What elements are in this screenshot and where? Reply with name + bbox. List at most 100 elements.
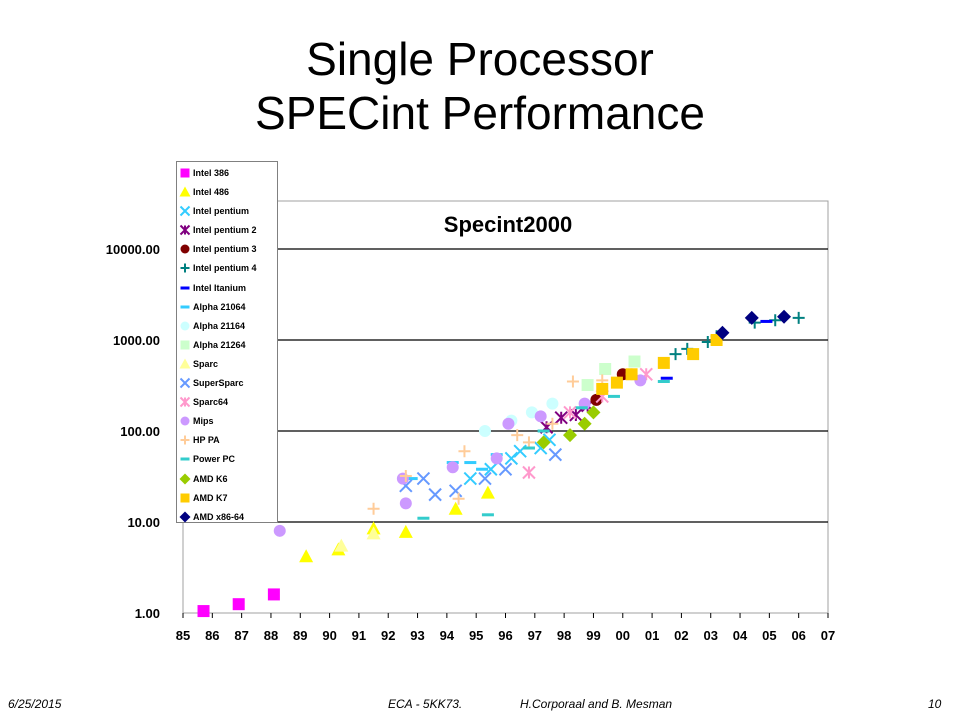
x-tick-label: 01 [645,628,659,643]
data-point-intel-486 [480,485,495,499]
x-tick-label: 96 [498,628,512,643]
data-point-supersparc [416,471,431,486]
legend-label: HP PA [193,435,220,446]
data-point-intel-486 [299,549,314,563]
y-axis-ticks: 1.00 10.00 100.00 1000.00 10000.00 [106,242,160,621]
legend-item-hp-pa: HP PA [177,432,277,451]
legend-marker [180,244,190,254]
legend-item-intel-pentium-2: Intel pentium 2 [177,222,277,241]
y-tick-label: 10.00 [127,515,160,530]
legend-marker [180,416,190,426]
legend-marker-intel-pentium-3 [180,244,190,254]
legend-label: Intel 486 [193,187,230,198]
legend-label: Intel pentium [193,206,249,217]
data-point-intel-pentium [463,471,478,486]
legend-marker-hp-pa [180,435,190,445]
x-tick-label: 90 [322,628,336,643]
data-point-amd-k7 [610,376,623,389]
data-point-amd-k6 [563,428,577,443]
legend-marker [180,286,190,290]
data-point-alpha-21064 [476,467,489,471]
slide-title: Single Processor SPECint Performance [0,32,960,140]
legend-label: AMD K6 [193,473,228,484]
x-tick-label: 00 [616,628,630,643]
data-point-hp-pa [546,417,559,430]
data-point-amd-x86-64 [744,310,759,325]
data-point-mips [490,452,503,465]
footer-authors: H.Corporaal and B. Mesman [520,697,673,711]
chart-title: Specint2000 [444,212,572,237]
data-point-intel-386 [267,588,280,601]
data-point-mips [446,461,459,474]
data-point-hp-pa [399,470,412,483]
data-point-amd-k7 [657,356,670,369]
x-tick-label: 06 [791,628,805,643]
y-tick-label: 10000.00 [106,242,160,257]
legend-item-intel-386: Intel 386 [177,165,277,184]
data-point-sparc64 [563,405,577,420]
data-point-power-pc [537,429,550,433]
legend-marker-supersparc [179,377,191,389]
x-tick-label: 04 [733,628,748,643]
data-point-intel-386 [197,605,210,618]
data-point-alpha-21064 [464,461,477,465]
data-point-amd-k6 [586,405,601,420]
legend-marker [179,473,191,484]
legend-label: Mips [193,416,214,427]
footer-course: ECA - 5KK73. [388,697,463,711]
data-point-amd-k6 [536,435,551,450]
data-point-power-pc [417,516,430,520]
data-point-intel-itanium [760,319,773,323]
legend-label: Alpha 21064 [193,301,246,312]
x-tick-label: 07 [821,628,835,643]
legend-item-sparc: Sparc [177,356,277,375]
footer-page-number: 10 [928,697,942,711]
data-point-hp-pa [566,375,579,388]
data-point-mips [534,410,547,423]
x-tick-label: 05 [762,628,776,643]
data-point-intel-pentium-2 [554,410,568,425]
x-tick-label: 86 [205,628,219,643]
legend-item-alpha-21064: Alpha 21064 [177,299,277,318]
legend-label: Sparc [193,358,219,369]
data-point-intel-pentium-3 [590,393,603,406]
legend-marker [180,340,190,350]
data-point-amd-x86-64 [715,325,730,340]
data-point-alpha-21164 [478,425,491,437]
data-point-supersparc [548,447,563,462]
legend-item-alpha-21164: Alpha 21164 [177,318,277,337]
legend-item-mips: Mips [177,413,277,432]
legend-marker-mips [180,416,190,426]
data-point-hp-pa [522,436,535,449]
legend-marker-intel-pentium-2 [179,225,191,236]
data-point-sparc64 [522,465,536,480]
y-tick-label: 1000.00 [113,333,160,348]
data-point-mips [399,497,412,510]
legend-marker-sparc [179,358,191,369]
legend-marker-intel-itanium [180,286,190,290]
legend-label: Intel pentium 2 [193,225,257,236]
legend-label: Intel pentium 3 [193,244,257,255]
x-tick-label: 85 [176,628,190,643]
data-point-alpha-21264 [599,363,612,376]
data-points [197,309,805,618]
x-axis-ticks: 85 86 87 88 89 90 91 92 93 94 95 96 97 98 99 00 01 02 03 04… [176,613,835,643]
data-point-hp-pa [367,502,380,515]
data-point-mips [502,417,515,430]
legend-item-amd-x86-64: AMD x86-64 [177,509,277,528]
data-point-alpha-21264 [581,379,594,392]
legend-item-power-pc: Power PC [177,451,277,470]
legend-marker [179,225,191,236]
data-point-sparc [366,526,381,540]
legend-marker [180,321,190,331]
data-point-mips [396,472,409,485]
legend-marker-alpha-21264 [180,340,190,350]
legend-marker [179,511,191,523]
data-point-power-pc [607,394,620,398]
data-point-amd-k7 [625,368,638,381]
legend-item-intel-pentium-4: Intel pentium 4 [177,260,277,279]
legend-marker [179,358,191,369]
data-point-supersparc [428,487,442,502]
data-point-power-pc [657,379,670,383]
